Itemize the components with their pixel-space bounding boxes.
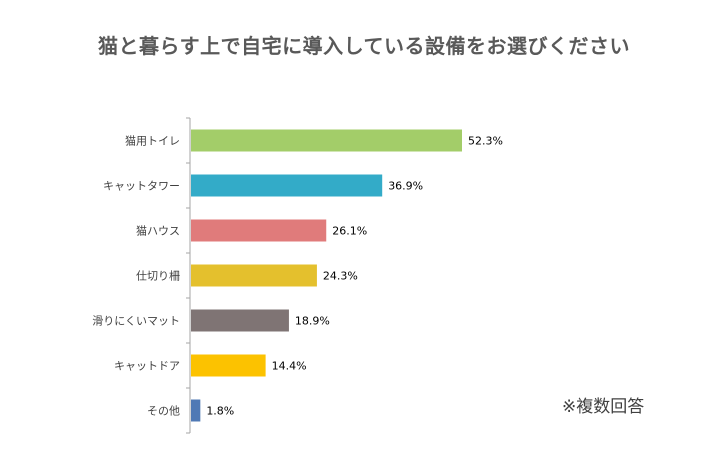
category-label: 仕切り柵 xyxy=(136,269,180,283)
bar xyxy=(191,399,201,422)
data-label: 52.3% xyxy=(468,135,503,148)
chart-title: 猫と暮らす上で自宅に導入している設備をお選びください xyxy=(98,34,630,58)
multiple-answer-note: ※複数回答 xyxy=(562,397,645,417)
category-label: キャットタワー xyxy=(103,180,180,193)
data-label: 24.3% xyxy=(323,270,358,283)
data-label: 36.9% xyxy=(388,180,423,193)
category-label: 猫ハウス xyxy=(136,225,180,238)
bar xyxy=(191,174,383,197)
category-label: 滑りにくいマット xyxy=(92,315,180,328)
bar xyxy=(191,129,462,152)
data-label: 26.1% xyxy=(332,225,367,238)
bar xyxy=(191,264,317,287)
bar xyxy=(191,219,327,242)
category-label: キャットドア xyxy=(114,360,180,373)
bar xyxy=(191,309,289,332)
category-label: その他 xyxy=(147,405,180,418)
category-label: 猫用トイレ xyxy=(125,135,180,148)
data-label: 1.8% xyxy=(206,405,234,418)
bar xyxy=(191,354,266,377)
data-label: 18.9% xyxy=(295,315,330,328)
data-label: 14.4% xyxy=(272,360,307,373)
